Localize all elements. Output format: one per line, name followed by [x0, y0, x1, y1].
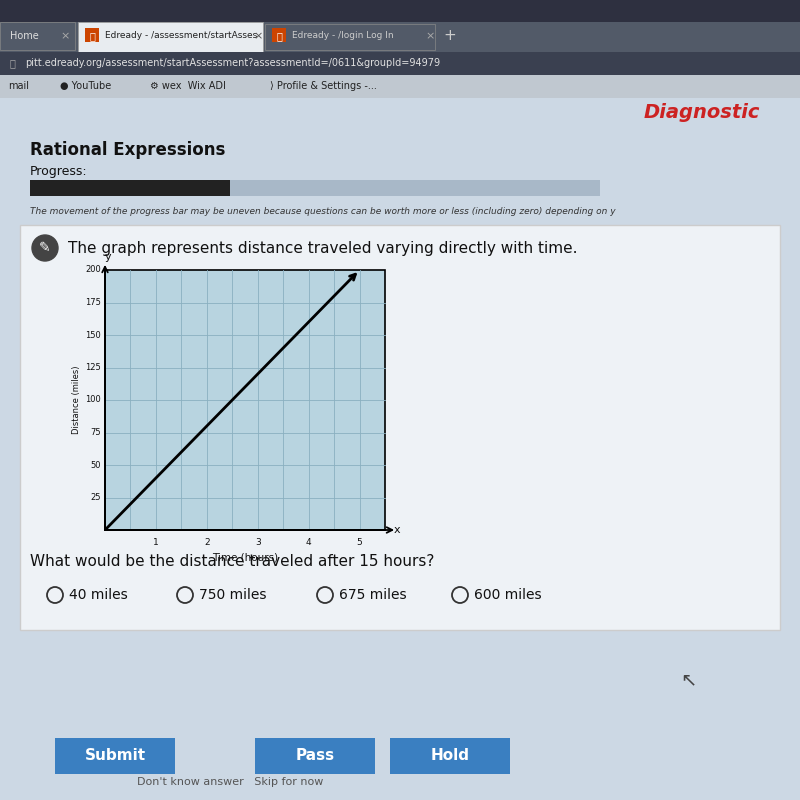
Text: Submit: Submit — [85, 749, 146, 763]
Text: Time (hours): Time (hours) — [212, 552, 278, 562]
Text: Home: Home — [10, 31, 38, 41]
Text: ● YouTube: ● YouTube — [60, 81, 111, 91]
Text: 4: 4 — [306, 538, 311, 547]
Text: mail: mail — [8, 81, 29, 91]
Text: 200: 200 — [86, 266, 101, 274]
Text: Progress:: Progress: — [30, 166, 88, 178]
Text: Diagnostic: Diagnostic — [644, 102, 760, 122]
Text: What would be the distance traveled after 15 hours?: What would be the distance traveled afte… — [30, 554, 434, 570]
Text: 25: 25 — [90, 493, 101, 502]
Bar — [78, 22, 263, 52]
Text: The graph represents distance traveled varying directly with time.: The graph represents distance traveled v… — [68, 241, 578, 255]
Text: Distance (miles): Distance (miles) — [73, 366, 82, 434]
Bar — [0, 98, 800, 800]
Text: 3: 3 — [255, 538, 261, 547]
Bar — [272, 28, 286, 42]
Text: 1: 1 — [153, 538, 158, 547]
Text: 75: 75 — [90, 428, 101, 437]
Bar — [0, 720, 800, 800]
Text: ⟩ Profile & Settings -...: ⟩ Profile & Settings -... — [270, 81, 377, 91]
Text: 750 miles: 750 miles — [199, 588, 266, 602]
Text: ×: × — [426, 31, 434, 41]
Text: 5: 5 — [357, 538, 362, 547]
Text: 40 miles: 40 miles — [69, 588, 128, 602]
Bar — [0, 52, 800, 75]
Text: +: + — [444, 29, 456, 43]
Bar — [390, 738, 510, 774]
Text: ↖: ↖ — [680, 670, 696, 690]
Bar — [105, 270, 385, 530]
Bar — [255, 738, 375, 774]
Text: Rational Expressions: Rational Expressions — [30, 141, 226, 159]
Text: 125: 125 — [86, 363, 101, 372]
Text: 675 miles: 675 miles — [339, 588, 406, 602]
Text: 🔒: 🔒 — [10, 58, 16, 68]
Bar — [55, 738, 175, 774]
Text: Edready - /login Log In: Edready - /login Log In — [292, 31, 394, 41]
Bar — [0, 75, 800, 98]
Text: 50: 50 — [90, 461, 101, 470]
Bar — [0, 22, 75, 50]
Text: Hold: Hold — [430, 749, 470, 763]
Text: 150: 150 — [86, 330, 101, 339]
Text: 🦉: 🦉 — [89, 31, 95, 41]
Text: 🦉: 🦉 — [276, 31, 282, 41]
Bar — [20, 225, 780, 630]
Bar — [265, 24, 435, 50]
Bar — [30, 180, 600, 196]
Text: ⚙ wex  Wix ADI: ⚙ wex Wix ADI — [150, 81, 226, 91]
Text: 175: 175 — [85, 298, 101, 307]
Text: ×: × — [254, 31, 262, 41]
Text: x: x — [394, 525, 400, 535]
Text: 2: 2 — [204, 538, 210, 547]
Text: pitt.edready.org/assessment/startAssessment?assessmentId=/0611&groupId=94979: pitt.edready.org/assessment/startAssessm… — [25, 58, 440, 68]
Bar — [0, 0, 800, 22]
Text: 600 miles: 600 miles — [474, 588, 542, 602]
Text: 100: 100 — [86, 395, 101, 405]
Text: ✎: ✎ — [39, 241, 51, 255]
Text: Pass: Pass — [295, 749, 334, 763]
Bar — [30, 180, 230, 196]
Text: ×: × — [60, 31, 70, 41]
Text: y: y — [105, 252, 111, 262]
Circle shape — [32, 235, 58, 261]
Bar — [0, 22, 800, 52]
Text: Don't know answer   Skip for now: Don't know answer Skip for now — [137, 777, 323, 787]
Bar — [85, 28, 99, 42]
Text: The movement of the progress bar may be uneven because questions can be worth mo: The movement of the progress bar may be … — [30, 207, 616, 217]
Text: Edready - /assessment/startAsses: Edready - /assessment/startAsses — [105, 31, 258, 41]
